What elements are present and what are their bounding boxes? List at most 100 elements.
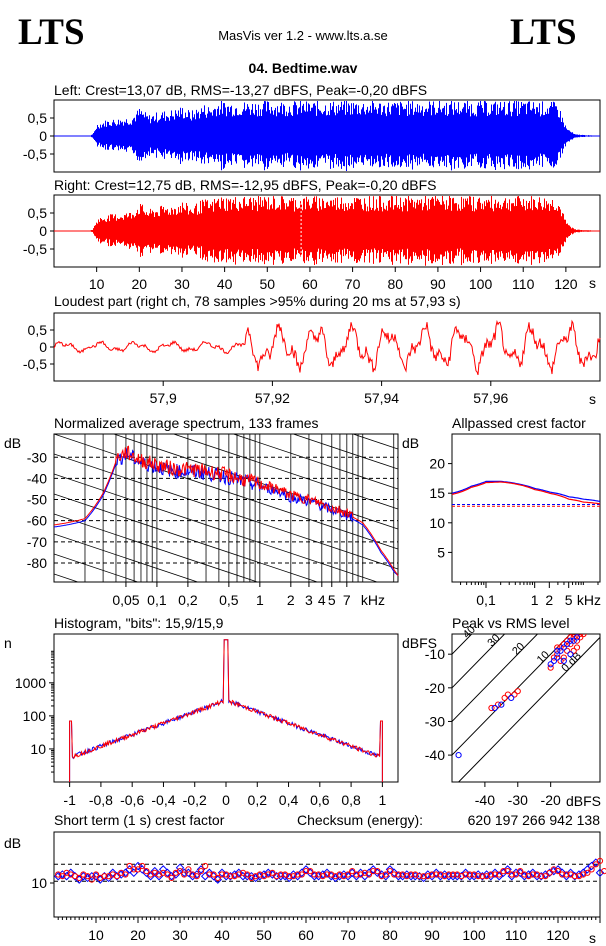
short-term-crest-right-point — [176, 868, 184, 875]
short-term-crest-right-point — [563, 871, 570, 878]
short-term-crest-right-point — [143, 868, 150, 875]
short-term-crest-right-point — [416, 873, 423, 880]
spectrum-slope-line — [54, 533, 199, 582]
loudest-part-xtick-label: 57,92 — [255, 390, 290, 406]
peak-vs-rms-point — [554, 647, 561, 654]
peak-vs-rms-point — [567, 651, 574, 658]
crest-xunit: kHz — [577, 592, 601, 608]
right-waveform-xtick-label: 80 — [387, 276, 403, 292]
peak-vs-rms-point — [573, 637, 581, 644]
histogram-xtick-label: -1 — [63, 792, 76, 808]
short-term-crest-right-point — [88, 876, 95, 883]
allpassed-crest-series-0 — [451, 480, 601, 503]
short-term-crest-right-point — [244, 871, 251, 878]
peak-vs-rms-point — [560, 654, 567, 661]
short-term-crest-right-point — [365, 871, 373, 878]
peak-vs-rms-point — [547, 661, 554, 668]
right-waveform-ytick-label: 0 — [39, 223, 47, 239]
right-waveform-xtick-label: 70 — [345, 276, 361, 292]
allpassed-crest-ytick-label: 15 — [429, 485, 445, 501]
allpassed-crest-ytick-label: 5 — [437, 544, 445, 560]
peak-vs-rms-diag-label: 10 — [535, 649, 552, 666]
allpassed-crest-xtick-label: 1 — [531, 592, 539, 608]
short-term-crest-right-point — [122, 871, 129, 878]
short-term-crest-right-point — [601, 868, 606, 875]
left-waveform-ytick-label: 0 — [39, 128, 47, 144]
short-term-crest-left-point — [213, 875, 223, 884]
short-term-ylabel: dB — [4, 835, 21, 851]
peak-vs-rms-point — [573, 634, 581, 641]
short-term-crest-xtick-label: 10 — [88, 927, 104, 943]
allpassed-crest-ytick-label: 10 — [429, 515, 445, 531]
short-term-crest-right-point — [286, 873, 293, 880]
peak-vs-rms-point — [570, 637, 577, 644]
histogram-xtick-label: -0,8 — [89, 792, 113, 808]
short-term-crest-right-point — [391, 871, 398, 878]
loudest-part-ytick-label: -0,5 — [23, 356, 47, 372]
checksum-label: Checksum (energy): — [297, 812, 423, 828]
loudest-xunit: s — [589, 391, 596, 407]
short-term-crest-xtick-label: 90 — [424, 927, 440, 943]
histogram-xtick-label: -0,2 — [183, 792, 207, 808]
right-waveform-xtick-label: 120 — [554, 276, 578, 292]
histogram-frame — [53, 633, 399, 783]
spectrum-slope-line — [54, 674, 398, 789]
short-term-crest-right-point — [193, 873, 200, 880]
short-term-crest-right-point — [428, 871, 436, 878]
peak-rms-title: Peak vs RMS level — [452, 615, 569, 631]
short-term-crest-right-point — [210, 871, 217, 878]
peak-vs-rms-point — [570, 634, 577, 638]
spectrum-slope-line — [351, 434, 398, 450]
spectrum-frame — [53, 433, 399, 583]
short-term-crest-right-point — [542, 873, 549, 880]
histogram-xtick-label: 1 — [378, 792, 386, 808]
short-term-crest-xtick-label: 120 — [546, 927, 570, 943]
right-waveform-xtick-label: 50 — [259, 276, 275, 292]
peak-vs-rms-xtick-label: -20 — [541, 792, 561, 808]
spectrum-ytick-label: -70 — [27, 534, 47, 550]
allpassed-crest-ytick-label: 20 — [429, 456, 445, 472]
short-term-crest-xtick-label: 100 — [462, 927, 486, 943]
peak-vs-rms-point — [557, 657, 564, 665]
peak-vs-rms-point — [554, 651, 561, 658]
file-title: 04. Bedtime.wav — [249, 60, 358, 76]
loudest-part-title: Loudest part (right ch, 78 samples >95% … — [54, 293, 461, 309]
right-waveform-xtick-label: 40 — [217, 276, 233, 292]
spectrum-slope-line — [54, 434, 398, 550]
spectrum-ylabel: dB — [4, 435, 21, 451]
allpassed-crest-xtick-label: 2 — [545, 592, 553, 608]
spectrum-slope-line — [54, 654, 398, 769]
spectrum-slope-line — [54, 513, 259, 582]
short-term-crest-right-point — [294, 871, 301, 878]
peak-vs-rms-diag-label: 30 — [485, 632, 502, 649]
short-term-crest-right-point — [92, 871, 100, 878]
histogram-xtick-label: 0 — [222, 792, 230, 808]
histogram-ylabel: n — [4, 635, 12, 651]
peak-vs-rms-point — [514, 688, 521, 695]
short-term-crest-right-point — [269, 869, 276, 876]
short-term-xunit: s — [589, 930, 596, 946]
short-term-crest-right-point — [512, 871, 520, 878]
peak-vs-rms-xtick-label: -40 — [475, 792, 495, 808]
right-waveform-ytick-label: -0,5 — [23, 241, 47, 257]
peak-vs-rms-point — [491, 704, 498, 712]
peak-vs-rms-ytick-label: -20 — [425, 680, 445, 696]
right-waveform-title: Right: Crest=12,75 dB, RMS=-12,95 dBFS, … — [54, 177, 436, 193]
short-term-crest-right-point — [349, 868, 356, 875]
short-term-crest-right-point — [546, 869, 553, 876]
peak-vs-rms-frame — [451, 633, 601, 783]
crest-ylabel: dB — [402, 435, 419, 451]
spectrum-slope-line — [54, 553, 140, 582]
spectrum-xtick-label: 7 — [343, 592, 351, 608]
short-term-crest-right-point — [227, 873, 234, 880]
loudest-part-xtick-label: 57,9 — [150, 390, 177, 406]
short-term-crest-right-point — [113, 873, 121, 880]
peak-vs-rms-point — [564, 637, 571, 644]
histogram-ytick-label: 10 — [30, 741, 46, 757]
short-term-crest-right-point — [206, 871, 213, 878]
peak-vs-rms-point — [494, 701, 502, 708]
short-term-crest-title: Short term (1 s) crest factor — [54, 812, 225, 828]
short-term-crest-right-point — [344, 871, 352, 878]
short-term-crest-right-point — [164, 871, 171, 878]
peak-vs-rms-point — [498, 701, 505, 708]
